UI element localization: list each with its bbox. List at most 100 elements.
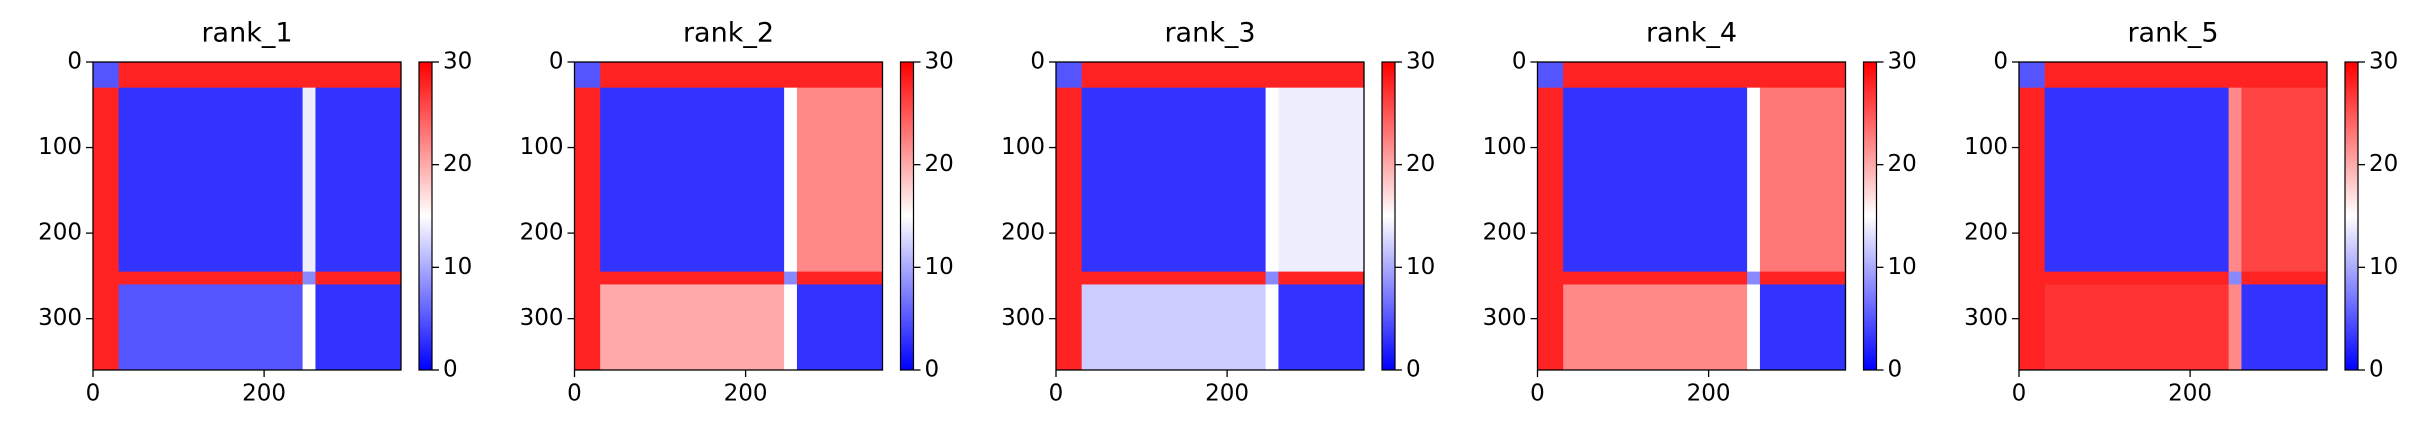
heatmap-cell [600, 87, 785, 273]
y-tick-label: 200 [38, 220, 82, 246]
heatmap-cell [1537, 87, 1564, 273]
heatmap-cell [574, 62, 601, 89]
heatmap-cell [2241, 271, 2328, 285]
heatmap-cell [2241, 87, 2328, 273]
heatmap-cell [1563, 87, 1748, 273]
heatmap-cell [1747, 271, 1761, 285]
heatmap-cell [1081, 271, 1267, 285]
heatmap-cell [796, 62, 883, 89]
colorbar-tick-label: 0 [2369, 357, 2384, 383]
heatmap-cell [2228, 271, 2242, 285]
heatmap-cell [118, 271, 304, 285]
y-tick-label: 100 [1964, 134, 2008, 160]
heatmap-cell [600, 284, 785, 371]
heatmap-cell [1278, 271, 1365, 285]
heatmap-cell [600, 62, 785, 89]
plot-frame [92, 61, 402, 371]
chart-title: rank_5 [2127, 18, 2218, 49]
x-tick-label: 200 [1687, 381, 1731, 407]
y-tick-label: 0 [549, 49, 564, 75]
x-tick-label: 200 [1205, 381, 1249, 407]
heatmap-cell [784, 62, 798, 89]
heatmap-cell [315, 87, 402, 273]
chart-title: rank_2 [683, 18, 774, 49]
heatmap-cell [1563, 284, 1748, 371]
colorbar-tick-label: 10 [2369, 254, 2398, 280]
heatmap-cell [2228, 284, 2242, 371]
heatmap-cell [302, 62, 316, 89]
heatmap-cell [302, 271, 316, 285]
x-tick-label: 200 [2168, 381, 2212, 407]
heatmap-cell [315, 271, 402, 285]
colorbar-tick-label: 20 [443, 151, 472, 177]
heatmap-cell [93, 87, 120, 273]
colorbar-tick-label: 30 [925, 49, 954, 75]
colorbar-tick-label: 10 [1888, 254, 1917, 280]
heatmap-cell [574, 271, 601, 285]
heatmap-cell [1265, 271, 1279, 285]
heatmap-cell [2044, 271, 2230, 285]
colorbar-tick-label: 10 [925, 254, 954, 280]
colorbar-tick-label: 0 [1888, 357, 1903, 383]
heatmap-cell [315, 62, 402, 89]
x-tick-label: 0 [1049, 381, 1064, 407]
chart-title: rank_3 [1164, 18, 1255, 49]
y-tick-label: 0 [1030, 49, 1045, 75]
plot-frame [1536, 61, 1847, 371]
heatmap-cell [1278, 62, 1365, 89]
heatmap-cell [2019, 87, 2046, 273]
colorbar [899, 61, 915, 371]
y-tick-label: 200 [1001, 220, 1045, 246]
heatmap-cell [2228, 87, 2242, 273]
heatmap-cell [1265, 62, 1279, 89]
colorbar-tick-label: 0 [1406, 357, 1421, 383]
x-tick-label: 200 [242, 381, 286, 407]
heatmap-cell [2241, 284, 2328, 371]
heatmap-cell [796, 284, 883, 371]
heatmap-cell [784, 87, 798, 273]
colorbar [418, 61, 433, 371]
chart-title: rank_4 [1646, 18, 1737, 49]
y-tick-label: 100 [38, 134, 82, 160]
heatmap-cell [2019, 284, 2046, 371]
y-tick-label: 100 [1001, 134, 1045, 160]
heatmap-cell [1759, 62, 1846, 89]
heatmap-cell [574, 284, 601, 371]
heatmap-cell [2241, 62, 2328, 89]
heatmap-cell [1563, 62, 1748, 89]
plot-frame [1055, 61, 1365, 371]
heatmap-cell [1056, 62, 1083, 89]
chart-title: rank_1 [201, 18, 292, 49]
y-tick-label: 0 [67, 49, 82, 75]
colorbar-tick-label: 20 [925, 151, 954, 177]
colorbar-tick-label: 20 [1888, 151, 1917, 177]
colorbar-tick-label: 20 [1406, 151, 1435, 177]
heatmap-cell [93, 284, 120, 371]
y-tick-label: 100 [520, 134, 564, 160]
x-tick-label: 0 [2012, 381, 2027, 407]
heatmap-cell [1265, 87, 1279, 273]
y-tick-label: 0 [1512, 49, 1527, 75]
heatmap-cell [1265, 284, 1279, 371]
heatmap-cell [574, 87, 601, 273]
heatmap-cell [784, 284, 798, 371]
heatmap-cell [600, 271, 785, 285]
heatmap-cell [1081, 284, 1267, 371]
heatmap-cell [2228, 62, 2242, 89]
colorbar [1381, 61, 1396, 371]
heatmap-cell [1563, 271, 1748, 285]
heatmap-cell [1759, 271, 1846, 285]
colorbar-tick-label: 30 [1888, 49, 1917, 75]
heatmap-cell [93, 271, 120, 285]
heatmap-cell [1056, 87, 1083, 273]
heatmap-cell [315, 284, 402, 371]
colorbar-tick-label: 20 [2369, 151, 2398, 177]
y-tick-label: 300 [1001, 305, 1045, 331]
heatmap-cell [796, 271, 883, 285]
plot-frame [2018, 61, 2328, 371]
y-tick-label: 0 [1993, 49, 2008, 75]
colorbar-tick-label: 0 [443, 357, 458, 383]
heatmap-cell [93, 62, 120, 89]
heatmap-cell [1056, 284, 1083, 371]
